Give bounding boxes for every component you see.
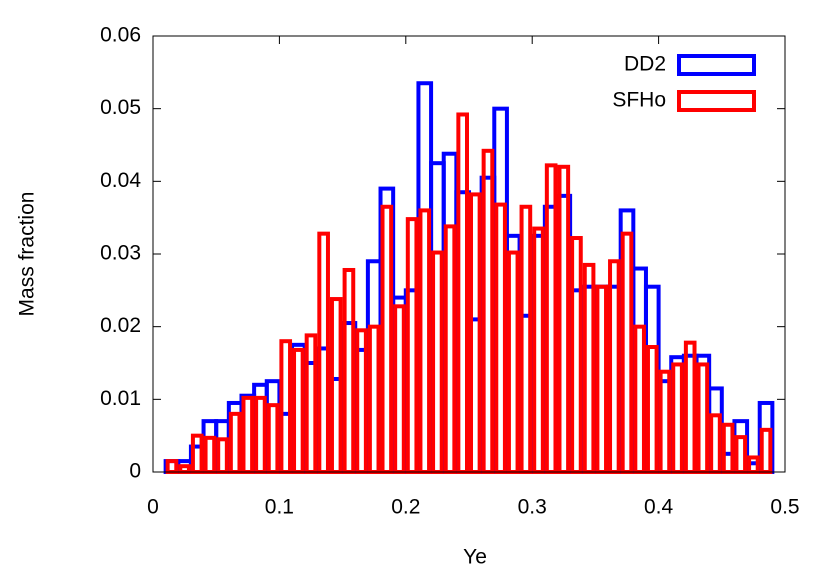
- bar: [721, 422, 735, 474]
- legend-swatch: [677, 90, 756, 112]
- bar: [367, 324, 381, 474]
- bar: [380, 204, 394, 474]
- bar: [292, 347, 305, 475]
- bar: [393, 304, 406, 474]
- y-tick-label: 0: [129, 460, 141, 483]
- bar: [279, 339, 293, 475]
- bar: [608, 259, 621, 474]
- bar: [304, 333, 318, 474]
- x-tick-label: 0.2: [391, 496, 420, 519]
- bar: [481, 148, 495, 475]
- bar: [342, 267, 356, 474]
- bar: [178, 464, 191, 475]
- bar: [228, 411, 242, 475]
- bar: [494, 202, 507, 474]
- x-tick-label: 0: [147, 496, 159, 519]
- y-tick-label: 0.02: [100, 314, 141, 337]
- bar: [190, 433, 204, 474]
- legend-label: SFHo: [612, 89, 666, 112]
- bar: [241, 395, 255, 475]
- legend-swatch: [677, 54, 756, 76]
- bar: [203, 435, 217, 475]
- y-tick-label: 0.05: [100, 96, 141, 119]
- bar: [759, 427, 773, 474]
- bar: [431, 250, 444, 474]
- x-tick-label: 0.3: [518, 496, 547, 519]
- bar: [506, 250, 520, 474]
- x-tick-label: 0.1: [265, 496, 294, 519]
- y-tick-label: 0.06: [100, 24, 141, 47]
- bar: [532, 226, 545, 474]
- bar: [582, 262, 596, 474]
- bar: [557, 164, 571, 475]
- x-tick-label: 0.4: [644, 496, 674, 519]
- bar: [544, 163, 558, 474]
- y-tick-label: 0.04: [100, 169, 141, 192]
- bar: [254, 395, 267, 475]
- x-axis-label: Ye: [463, 546, 487, 569]
- bar: [645, 345, 659, 474]
- bar: [658, 369, 672, 474]
- bar: [405, 217, 419, 474]
- bar: [418, 208, 432, 474]
- x-tick-label: 0.5: [770, 496, 799, 519]
- bar: [456, 112, 469, 474]
- y-tick-label: 0.01: [100, 387, 141, 410]
- bar: [671, 362, 684, 475]
- bar: [469, 192, 482, 474]
- bar: [266, 403, 280, 474]
- bar: [620, 231, 634, 474]
- bar: [734, 435, 748, 474]
- bar: [165, 459, 179, 475]
- bar: [633, 324, 646, 474]
- bar: [317, 231, 330, 474]
- bar: [595, 284, 609, 475]
- bar: [570, 236, 583, 474]
- bar: [216, 437, 229, 474]
- bar: [519, 204, 533, 474]
- plot-frame: [152, 35, 786, 473]
- y-axis-label: Mass fraction: [16, 192, 39, 317]
- bar: [443, 224, 457, 474]
- legend-label: DD2: [624, 53, 666, 76]
- bar: [696, 362, 710, 475]
- bar: [709, 413, 722, 475]
- bar: [683, 340, 697, 474]
- bar: [329, 297, 343, 475]
- y-tick-label: 0.03: [100, 242, 141, 265]
